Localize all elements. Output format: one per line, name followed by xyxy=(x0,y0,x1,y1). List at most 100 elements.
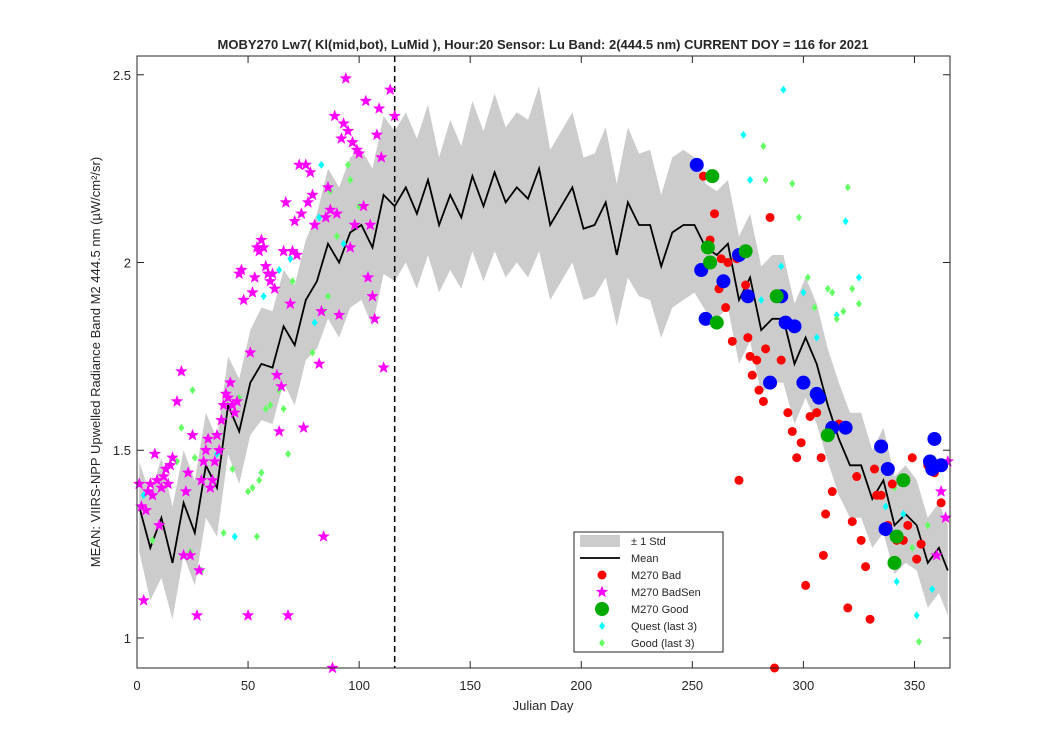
data-point xyxy=(939,511,952,524)
data-point xyxy=(255,233,268,246)
data-point xyxy=(170,394,184,407)
data-point xyxy=(231,532,238,541)
data-point xyxy=(827,487,837,497)
data-point xyxy=(745,351,755,361)
data-point xyxy=(874,439,889,454)
data-point xyxy=(936,498,946,508)
data-point xyxy=(741,280,751,290)
data-point xyxy=(880,462,895,477)
data-point xyxy=(842,217,849,226)
data-point xyxy=(175,364,188,377)
data-point xyxy=(287,254,294,263)
data-point xyxy=(241,608,255,621)
data-point xyxy=(333,308,346,321)
std-band-layer xyxy=(139,86,948,620)
data-point xyxy=(869,464,879,474)
data-point xyxy=(934,458,949,473)
data-point xyxy=(723,258,733,268)
data-point xyxy=(299,158,312,171)
plot-frame xyxy=(136,55,951,669)
data-point xyxy=(787,426,797,436)
y-tick-label: 2 xyxy=(124,256,131,271)
data-point xyxy=(763,375,778,390)
y-axis-label: MEAN: VIIRS-NPP Upwelled Radiance Band M… xyxy=(88,157,103,567)
x-tick-label: 200 xyxy=(570,678,592,693)
data-point xyxy=(319,210,332,223)
data-point xyxy=(792,453,802,463)
data-point xyxy=(818,550,828,560)
data-point xyxy=(155,481,168,493)
data-point xyxy=(333,232,340,241)
data-point xyxy=(248,271,261,283)
data-point xyxy=(738,244,753,259)
data-point xyxy=(370,128,384,141)
data-point xyxy=(224,376,237,388)
data-point xyxy=(290,248,304,261)
data-point xyxy=(325,292,332,301)
data-point xyxy=(357,199,370,212)
data-point xyxy=(193,563,206,576)
data-point xyxy=(896,473,911,488)
data-point xyxy=(195,473,208,486)
data-point xyxy=(295,207,308,219)
data-point xyxy=(215,413,228,426)
data-point xyxy=(347,175,354,184)
data-point xyxy=(915,637,922,646)
data-point xyxy=(800,288,807,297)
data-point xyxy=(350,143,364,156)
x-tick-label: 300 xyxy=(793,678,815,693)
data-point xyxy=(903,520,913,530)
data-point xyxy=(199,443,212,456)
data-point xyxy=(146,488,159,501)
data-point xyxy=(189,386,196,395)
data-point xyxy=(876,490,886,500)
data-point xyxy=(824,284,831,293)
data-point xyxy=(916,539,926,549)
data-point xyxy=(359,94,372,107)
chart-title: MOBY270 Lw7( Kl(mid,bot), LuMid ), Hour:… xyxy=(218,37,869,52)
data-point xyxy=(855,273,862,282)
data-point xyxy=(377,361,390,373)
series-m270-good xyxy=(700,169,911,570)
data-point xyxy=(900,510,907,519)
data-point xyxy=(262,404,269,413)
data-point xyxy=(758,296,765,305)
data-point xyxy=(352,147,366,159)
legend-item: Mean xyxy=(580,553,659,565)
data-point xyxy=(297,421,310,433)
data-point xyxy=(277,244,290,257)
data-point xyxy=(326,661,339,674)
mean-line-layer xyxy=(138,165,949,571)
data-point xyxy=(710,209,720,219)
data-point xyxy=(795,213,802,222)
data-point xyxy=(887,479,897,489)
data-point xyxy=(157,470,170,482)
data-point xyxy=(705,169,720,184)
legend-label: M270 Bad xyxy=(631,570,681,582)
data-point xyxy=(140,491,147,500)
data-point xyxy=(184,548,197,561)
data-point xyxy=(747,175,754,184)
data-point xyxy=(219,387,232,400)
legend-diamond-swatch xyxy=(599,622,605,630)
data-point xyxy=(689,157,704,172)
data-point xyxy=(769,289,784,304)
data-point xyxy=(941,455,954,467)
data-point xyxy=(210,428,224,441)
data-point xyxy=(266,267,279,279)
data-point xyxy=(776,355,786,365)
data-point xyxy=(913,611,920,620)
legend-label: M270 BadSen xyxy=(631,587,701,599)
data-point xyxy=(721,303,731,313)
data-point xyxy=(740,289,755,304)
data-point xyxy=(929,585,936,594)
data-point xyxy=(366,289,379,302)
data-point xyxy=(286,244,299,257)
data-point xyxy=(765,212,775,222)
data-point xyxy=(324,203,337,216)
data-point xyxy=(907,453,917,463)
data-point xyxy=(288,214,301,227)
data-point xyxy=(229,465,236,474)
data-point xyxy=(153,518,166,531)
data-point xyxy=(762,175,769,184)
